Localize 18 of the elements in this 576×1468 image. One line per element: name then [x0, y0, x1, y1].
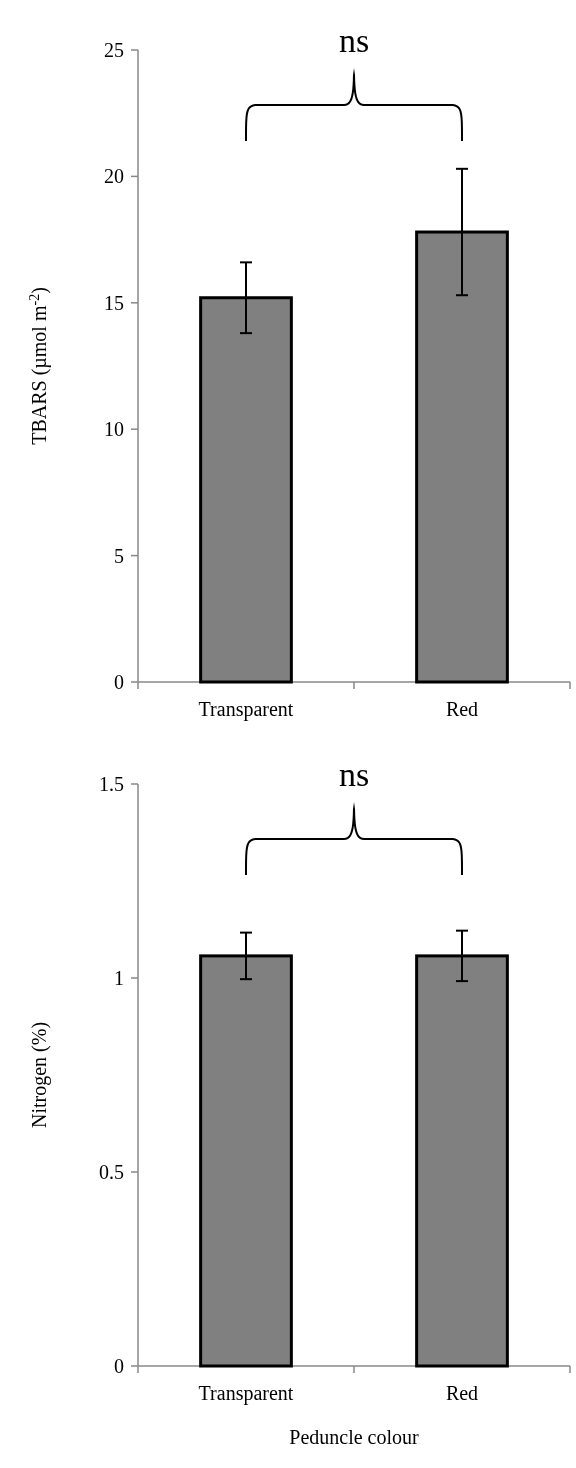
- x-tick-label: Transparent: [198, 1382, 294, 1405]
- y-tick-label: 5: [114, 544, 124, 567]
- y-tick-label: 0: [114, 671, 124, 693]
- y-tick-label: 1.5: [99, 773, 124, 795]
- annotation: ns: [338, 756, 370, 793]
- y-tick-label: 25: [104, 39, 124, 61]
- x-tick-label: Red: [445, 698, 479, 720]
- y-tick-label: 0.5: [99, 1161, 124, 1183]
- x-axis-title: Peduncle colour: [289, 1426, 420, 1448]
- x-tick-label: Red: [445, 1382, 479, 1404]
- y-tick-label: 1: [114, 967, 124, 989]
- annotation: ns: [338, 22, 370, 59]
- y-tick-label: 20: [104, 165, 124, 188]
- y-tick-label: 10: [104, 418, 124, 441]
- y-tick-label: 15: [104, 291, 124, 314]
- y-tick-label: 0: [114, 1355, 124, 1377]
- y-axis-title: Nitrogen (%): [28, 1021, 51, 1129]
- x-tick-label: Transparent: [198, 698, 294, 721]
